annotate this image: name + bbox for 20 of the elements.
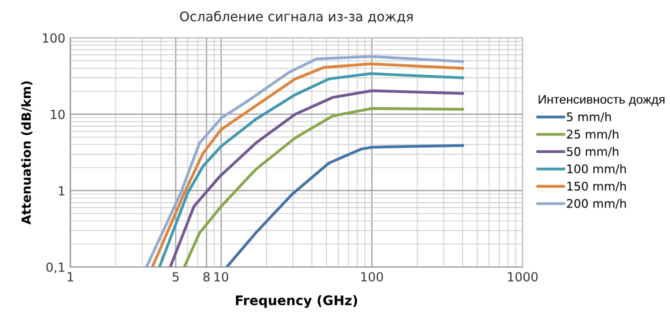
x-tick-label: 10 [214,272,228,282]
legend-label: 50 mm/h [566,146,618,157]
x-tick-label: 8 [203,272,210,282]
y-tick-label: 10 [50,110,65,120]
x-axis-title: Frequency (GHz) [236,295,358,308]
x-tick-label: 100 [361,272,383,282]
legend-label: 25 mm/h [566,129,618,140]
legend-label: 100 mm/h [567,164,626,174]
y-tick-label: 0,1 [46,262,64,274]
chart-title: Ослабление сигнала из-за дождя [180,10,413,24]
legend-label: 200 mm/h [566,198,626,209]
x-tick-label: 5 [172,272,179,282]
x-tick-label: 1000 [508,272,538,282]
y-axis-title: Attenuation (dB/km) [21,81,32,224]
legend-title: Интенсивность дождя [538,95,664,106]
legend-label: 5 mm/h [566,112,611,122]
legend-label: 150 mm/h [567,181,626,192]
y-tick-label: 100 [43,33,65,43]
y-tick-label: 1 [58,186,64,196]
x-tick-label: 1 [68,272,74,282]
